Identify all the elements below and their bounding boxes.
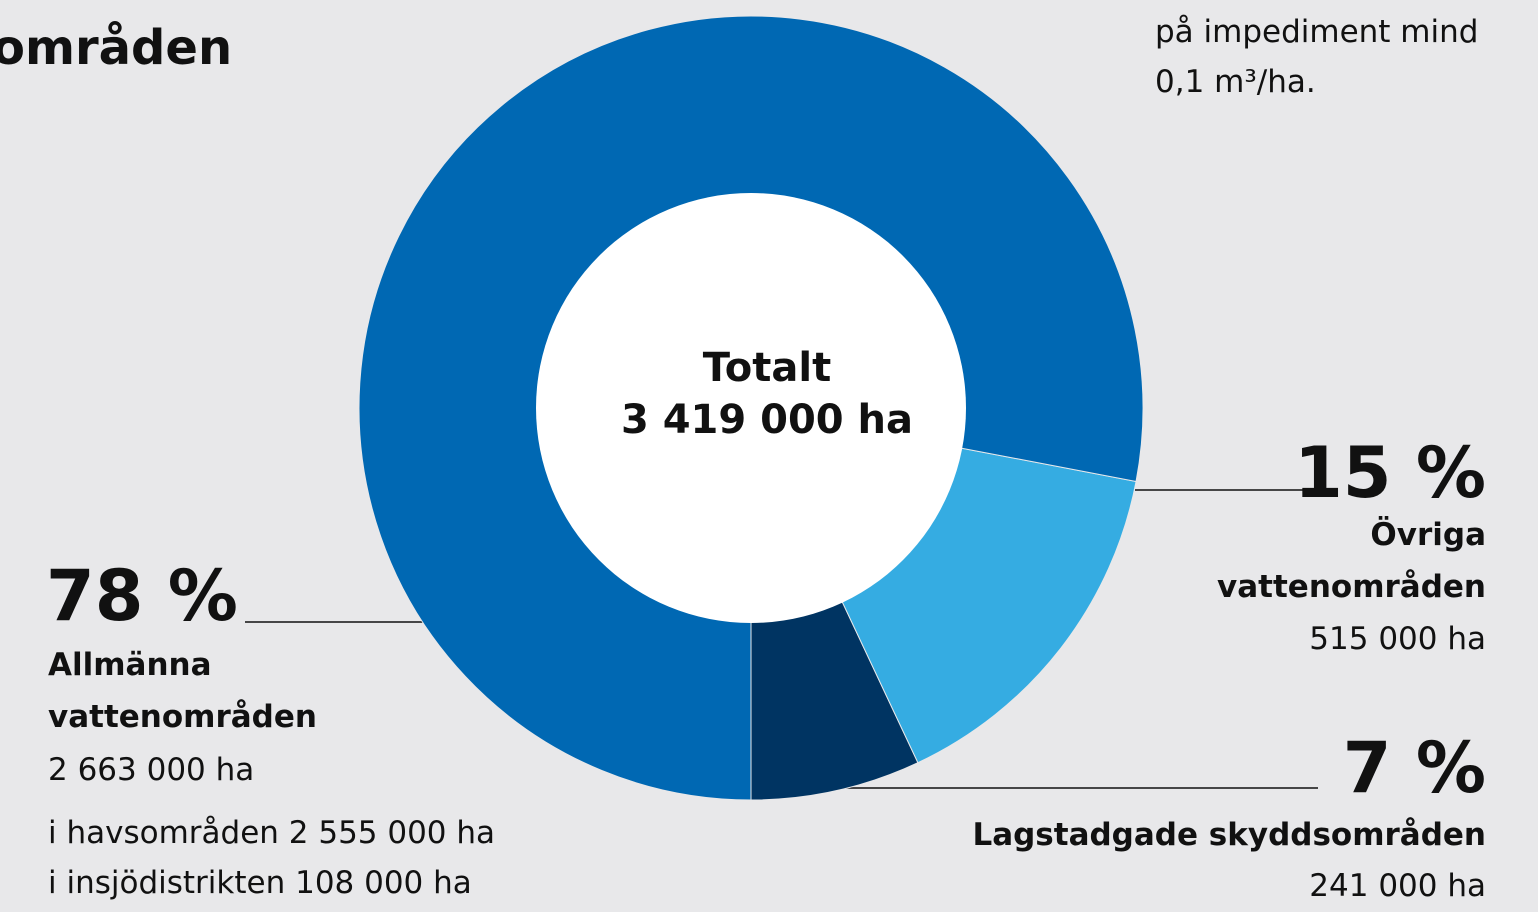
- center-label: Totalt: [702, 345, 832, 391]
- category-label: Allmänna vattenområden: [48, 647, 317, 735]
- note: på impediment mind: [1155, 14, 1479, 50]
- area-label: 2 663 000 ha: [48, 752, 255, 788]
- value-label: 7 %: [1342, 727, 1486, 809]
- note: 0,1 m³/ha.: [1155, 64, 1316, 100]
- detail: i insjödistrikten 108 000 ha: [48, 865, 472, 901]
- value-label: 15 %: [1294, 432, 1486, 514]
- area-label: 241 000 ha: [1309, 868, 1486, 904]
- donut-hole: [536, 193, 966, 623]
- chart-title: områden: [0, 20, 233, 76]
- center-label: 3 419 000 ha: [620, 397, 914, 443]
- category-label: Övriga vattenområden: [1217, 517, 1486, 605]
- detail: i havsområden 2 555 000 ha: [48, 815, 496, 851]
- category-label: Lagstadgade skyddsområden: [972, 817, 1486, 853]
- area-label: 515 000 ha: [1309, 621, 1486, 657]
- value-label: 78 %: [46, 555, 238, 637]
